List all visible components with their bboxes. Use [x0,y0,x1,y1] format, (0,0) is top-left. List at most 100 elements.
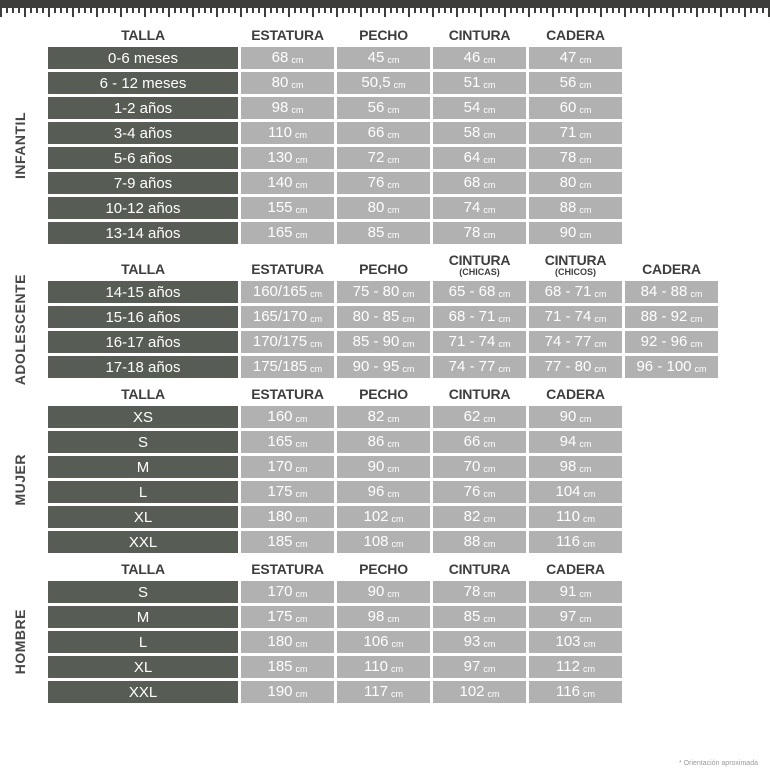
column-header: ESTATURA [241,386,334,402]
column-header: ESTATURA [241,561,334,577]
value-cell: 68 - 71 cm [529,281,622,303]
value-cell: 58 cm [433,122,526,144]
value-number: 66 [367,124,385,141]
value-cell: 160/165 cm [241,281,334,303]
column-header: CADERA [529,386,622,402]
value-number: 85 [463,608,481,625]
value-unit: cm [594,363,607,374]
talla-cell: M [48,606,238,628]
value-unit: cm [594,313,607,324]
value-unit: cm [582,538,595,549]
value-number: 65 - 68 [448,283,496,300]
value-unit: cm [579,54,592,65]
value-number: 117 [364,683,388,700]
value-unit: cm [387,488,400,499]
column-header-label: TALLA [121,261,165,277]
value-unit: cm [390,688,403,699]
section-body-hombre: HOMBRE S 170 cm 90 cm 78 cm 91 cm M 175 cm 98 cm 85 cm 97… [12,581,770,703]
value-number: 108 [363,533,389,550]
rows-grid-mujer: XS 160 cm 82 cm 62 cm 90 cm S 165 cm 86 cm 66 cm 94 cm M 17… [48,406,770,553]
value-cell: 165/170 cm [241,306,334,328]
column-header-label: TALLA [121,27,165,43]
value-unit: cm [295,438,308,449]
value-cell: 82 cm [433,506,526,528]
rows-grid-hombre: S 170 cm 90 cm 78 cm 91 cm M 175 cm 98 cm 85 cm 97 cm L 180… [48,581,770,703]
section-label-text: ADOLESCENTE [12,273,28,386]
value-number: 96 - 100 [636,358,692,375]
value-number: 130 [267,149,293,166]
value-number: 185 [267,658,293,675]
value-cell: 90 cm [337,581,430,603]
value-unit: cm [483,413,496,424]
value-number: 75 - 80 [352,283,400,300]
value-unit: cm [391,638,404,649]
talla-cell: M [48,456,238,478]
value-unit: cm [310,363,323,374]
value-cell: 66 cm [433,431,526,453]
value-cell: 175/185 cm [241,356,334,378]
value-number: 80 - 85 [352,308,400,325]
header-row-hombre: TALLA ESTATURA PECHO CINTURA CADERA [48,561,770,577]
value-unit: cm [391,513,404,524]
value-number: 102 [459,683,485,700]
value-cell: 71 - 74 cm [433,331,526,353]
value-unit: cm [387,154,400,165]
value-number: 80 [367,199,385,216]
value-cell: 47 cm [529,47,622,69]
section-label-text: MUJER [12,453,28,506]
value-cell: 185 cm [241,531,334,553]
value-unit: cm [387,613,400,624]
value-unit: cm [579,104,592,115]
value-unit: cm [402,338,415,349]
value-unit: cm [387,413,400,424]
value-cell: 56 cm [337,97,430,119]
value-cell: 98 cm [337,606,430,628]
value-cell: 82 cm [337,406,430,428]
value-cell: 97 cm [529,606,622,628]
value-number: 98 [559,458,577,475]
column-header-label: ESTATURA [251,261,324,277]
value-number: 160/165 [252,283,308,300]
value-cell: 91 cm [529,581,622,603]
value-unit: cm [498,313,511,324]
value-unit: cm [295,179,308,190]
value-number: 71 [559,124,577,141]
value-cell: 90 cm [529,222,622,244]
value-unit: cm [583,488,596,499]
talla-cell: 3-4 años [48,122,238,144]
value-cell: 50,5 cm [337,72,430,94]
value-unit: cm [294,129,307,140]
value-number: 78 [559,149,577,166]
value-number: 77 - 80 [544,358,592,375]
value-unit: cm [291,79,304,90]
value-number: 102 [363,508,389,525]
value-unit: cm [387,438,400,449]
value-cell: 116 cm [529,531,622,553]
value-number: 88 [559,199,577,216]
value-number: 175 [267,608,293,625]
talla-cell: 15-16 años [48,306,238,328]
value-number: 106 [363,633,389,650]
value-number: 112 [556,658,580,675]
value-number: 93 [463,633,481,650]
value-number: 54 [463,99,481,116]
value-unit: cm [387,179,400,190]
value-unit: cm [295,613,308,624]
value-number: 74 - 77 [544,333,592,350]
value-cell: 80 - 85 cm [337,306,430,328]
value-unit: cm [310,338,323,349]
value-unit: cm [295,638,308,649]
value-unit: cm [483,513,496,524]
talla-cell: XXL [48,681,238,703]
value-unit: cm [498,363,511,374]
column-header-label: ESTATURA [251,561,324,577]
value-unit: cm [483,54,496,65]
value-cell: 86 cm [337,431,430,453]
value-cell: 45 cm [337,47,430,69]
value-cell: 106 cm [337,631,430,653]
value-unit: cm [483,613,496,624]
value-unit: cm [694,363,707,374]
value-unit: cm [579,179,592,190]
value-unit: cm [387,229,400,240]
value-number: 82 [367,408,385,425]
